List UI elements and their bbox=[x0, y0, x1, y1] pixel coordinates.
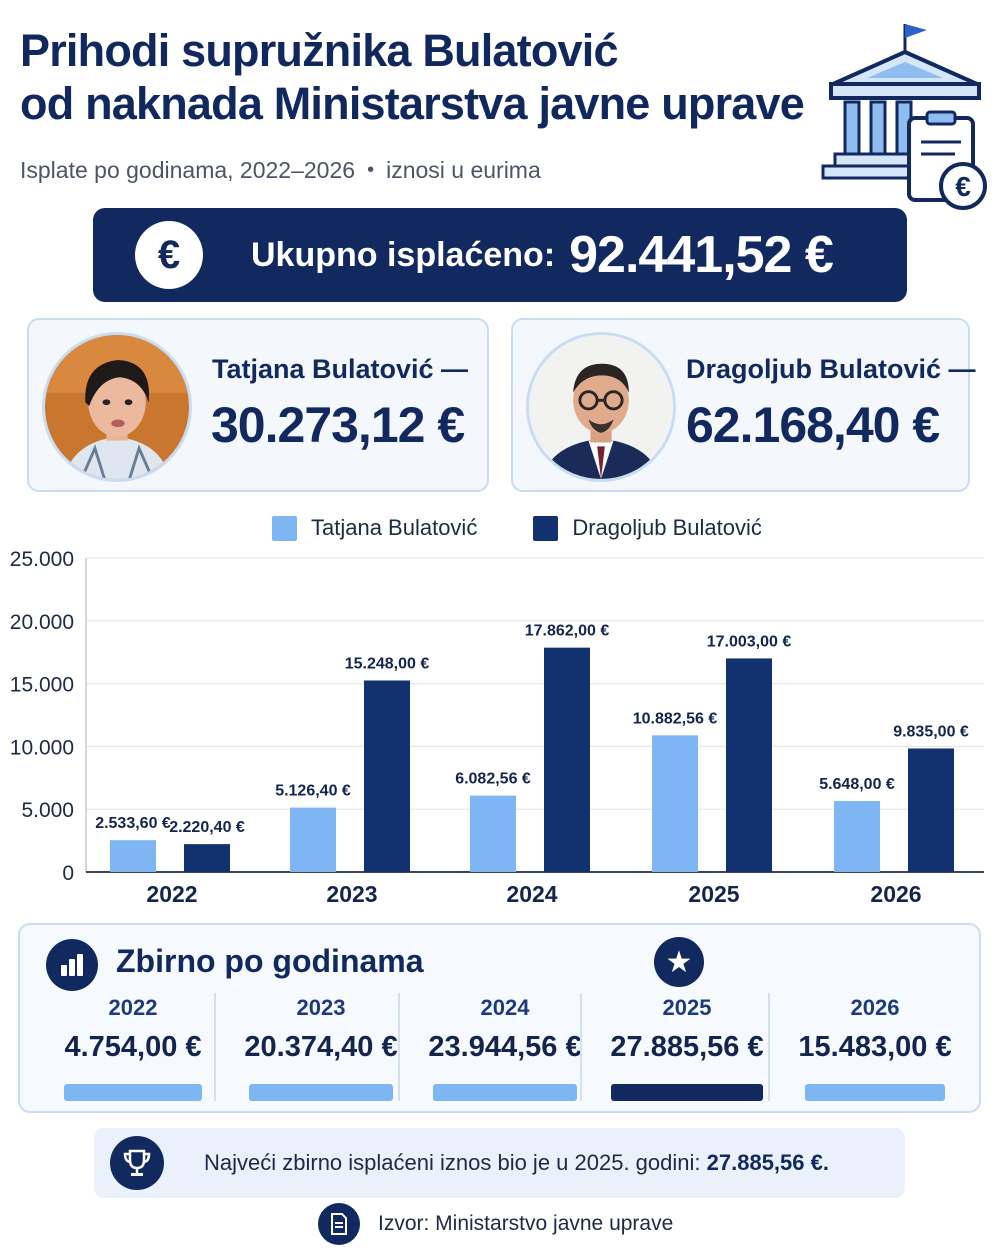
title-line-2: od naknada Ministarstva javne uprave bbox=[20, 78, 805, 129]
data-label: 6.082,56 € bbox=[455, 771, 531, 788]
person-card-dragoljub: Dragoljub Bulatović — 62.168,40 € bbox=[511, 318, 976, 492]
summary-year-value: 15.483,00 € bbox=[798, 1031, 952, 1063]
summary-divider bbox=[398, 993, 400, 1101]
legend-swatch-dragoljub bbox=[533, 515, 559, 541]
summary-year-value: 23.944,56 € bbox=[428, 1031, 582, 1063]
y-tick-label: 25.000 bbox=[10, 548, 74, 571]
note-sentence: Najveći zbirno isplaćeni iznos bio je u … bbox=[204, 1150, 701, 1175]
legend-swatch-tatjana bbox=[272, 515, 297, 541]
legend-item-tatjana: Tatjana Bulatović bbox=[272, 515, 477, 541]
legend-label-dragoljub: Dragoljub Bulatović bbox=[572, 515, 762, 540]
total-label: Ukupno isplaćeno: bbox=[251, 235, 556, 274]
x-tick-label: 2024 bbox=[506, 881, 557, 907]
summary-year-label: 2024 bbox=[480, 995, 530, 1020]
subtitle-unit: iznosi u eurima bbox=[386, 157, 541, 183]
euro-icon: € bbox=[135, 221, 203, 289]
bar-tatjana-2024 bbox=[470, 795, 516, 872]
note-text: Najveći zbirno isplaćeni iznos bio je u … bbox=[204, 1150, 829, 1176]
person-name-tatjana: Tatjana Bulatović — bbox=[212, 354, 469, 384]
summary-year-label: 2023 bbox=[296, 995, 346, 1020]
data-label: 2.220,40 € bbox=[169, 819, 245, 836]
summary-title: Zbirno po godinama bbox=[116, 943, 424, 979]
data-label: 17.862,00 € bbox=[525, 623, 610, 640]
highlight-note: Najveći zbirno isplaćeni iznos bio je u … bbox=[94, 1128, 905, 1198]
x-tick-label: 2026 bbox=[870, 881, 921, 907]
summary-year-2024: 2024 23.944,56 € bbox=[412, 991, 598, 1101]
x-tick-label: 2025 bbox=[688, 881, 739, 907]
legend-label-tatjana: Tatjana Bulatović bbox=[311, 515, 478, 540]
bar-dragoljub-2025 bbox=[726, 658, 772, 872]
page-title: Prihodi supružnika Bulatović od naknada … bbox=[20, 24, 820, 130]
bar-chart-icon bbox=[46, 939, 98, 991]
note-value: 27.885,56 €. bbox=[706, 1150, 829, 1175]
bar-tatjana-2022 bbox=[110, 840, 156, 872]
summary-year-value: 27.885,56 € bbox=[610, 1031, 764, 1063]
data-label: 10.882,56 € bbox=[633, 710, 718, 727]
bar-tatjana-2023 bbox=[290, 807, 336, 872]
data-label: 17.003,00 € bbox=[707, 633, 792, 650]
government-building-icon: € bbox=[821, 24, 987, 210]
summary-divider bbox=[214, 993, 216, 1101]
y-tick-label: 20.000 bbox=[10, 611, 74, 634]
summary-year-value: 20.374,40 € bbox=[244, 1031, 398, 1063]
avatar-tatjana bbox=[42, 332, 192, 482]
svg-text:€: € bbox=[955, 171, 971, 202]
y-tick-label: 0 bbox=[62, 862, 74, 885]
data-label: 15.248,00 € bbox=[345, 655, 430, 672]
summary-year-bar bbox=[433, 1084, 577, 1101]
yearly-summary-panel: Zbirno po godinama ★ 2022 4.754,00 €2023 2… bbox=[18, 923, 981, 1113]
data-label: 2.533,60 € bbox=[95, 815, 171, 832]
summary-year-bar bbox=[249, 1084, 393, 1101]
bar-dragoljub-2023 bbox=[364, 680, 410, 872]
bar-tatjana-2025 bbox=[652, 735, 698, 872]
summary-year-label: 2022 bbox=[108, 995, 158, 1020]
data-label: 9.835,00 € bbox=[893, 723, 969, 740]
summary-divider bbox=[580, 993, 582, 1101]
summary-year-2025: 2025 27.885,56 € bbox=[594, 991, 780, 1101]
bar-tatjana-2026 bbox=[834, 801, 880, 872]
person-amount-dragoljub: 62.168,40 € bbox=[686, 397, 940, 453]
summary-year-2023: 2023 20.374,40 € bbox=[228, 991, 414, 1101]
total-value: 92.441,52 € bbox=[569, 226, 834, 284]
bar-dragoljub-2024 bbox=[544, 647, 590, 872]
x-tick-label: 2023 bbox=[326, 881, 377, 907]
trophy-icon bbox=[110, 1136, 164, 1190]
chart-legend: Tatjana Bulatović Dragoljub Bulatović bbox=[272, 515, 762, 541]
source-line: Izvor: Ministarstvo javne uprave bbox=[318, 1203, 673, 1245]
data-label: 5.648,00 € bbox=[819, 776, 895, 793]
avatar-dragoljub bbox=[526, 332, 676, 482]
document-icon bbox=[318, 1203, 360, 1245]
summary-divider bbox=[768, 993, 770, 1101]
data-label: 5.126,40 € bbox=[275, 783, 351, 800]
subtitle: Isplate po godinama, 2022–2026 • iznosi … bbox=[20, 157, 541, 184]
x-tick-label: 2022 bbox=[146, 881, 197, 907]
bar-chart: 0 5.000 10.000 15.000 20.000 25.000 2.533,60 €… bbox=[10, 548, 984, 907]
legend-item-dragoljub: Dragoljub Bulatović bbox=[533, 515, 762, 541]
subtitle-separator: • bbox=[367, 159, 375, 181]
title-line-1: Prihodi supružnika Bulatović bbox=[20, 25, 619, 76]
summary-year-label: 2025 bbox=[662, 995, 712, 1020]
summary-year-value: 4.754,00 € bbox=[64, 1031, 202, 1063]
source-text: Izvor: Ministarstvo javne uprave bbox=[378, 1212, 674, 1235]
y-tick-label: 15.000 bbox=[10, 674, 74, 697]
summary-year-2026: 2026 15.483,00 € bbox=[782, 991, 968, 1101]
summary-year-bar bbox=[611, 1084, 763, 1101]
person-card-tatjana: Tatjana Bulatović — 30.273,12 € bbox=[27, 318, 489, 492]
subtitle-period: Isplate po godinama, 2022–2026 bbox=[20, 157, 356, 183]
person-name-dragoljub: Dragoljub Bulatović — bbox=[686, 354, 976, 384]
summary-year-bar bbox=[64, 1084, 202, 1101]
bar-dragoljub-2022 bbox=[184, 844, 230, 872]
y-tick-label: 10.000 bbox=[10, 736, 74, 759]
star-icon: ★ bbox=[654, 937, 704, 987]
summary-year-2022: 2022 4.754,00 € bbox=[40, 991, 226, 1101]
person-amount-tatjana: 30.273,12 € bbox=[211, 397, 465, 453]
bar-dragoljub-2026 bbox=[908, 748, 954, 872]
total-paid-banner: € Ukupno isplaćeno: 92.441,52 € bbox=[93, 208, 907, 302]
summary-year-bar bbox=[805, 1084, 945, 1101]
y-tick-label: 5.000 bbox=[21, 799, 74, 822]
summary-year-label: 2026 bbox=[850, 995, 900, 1020]
